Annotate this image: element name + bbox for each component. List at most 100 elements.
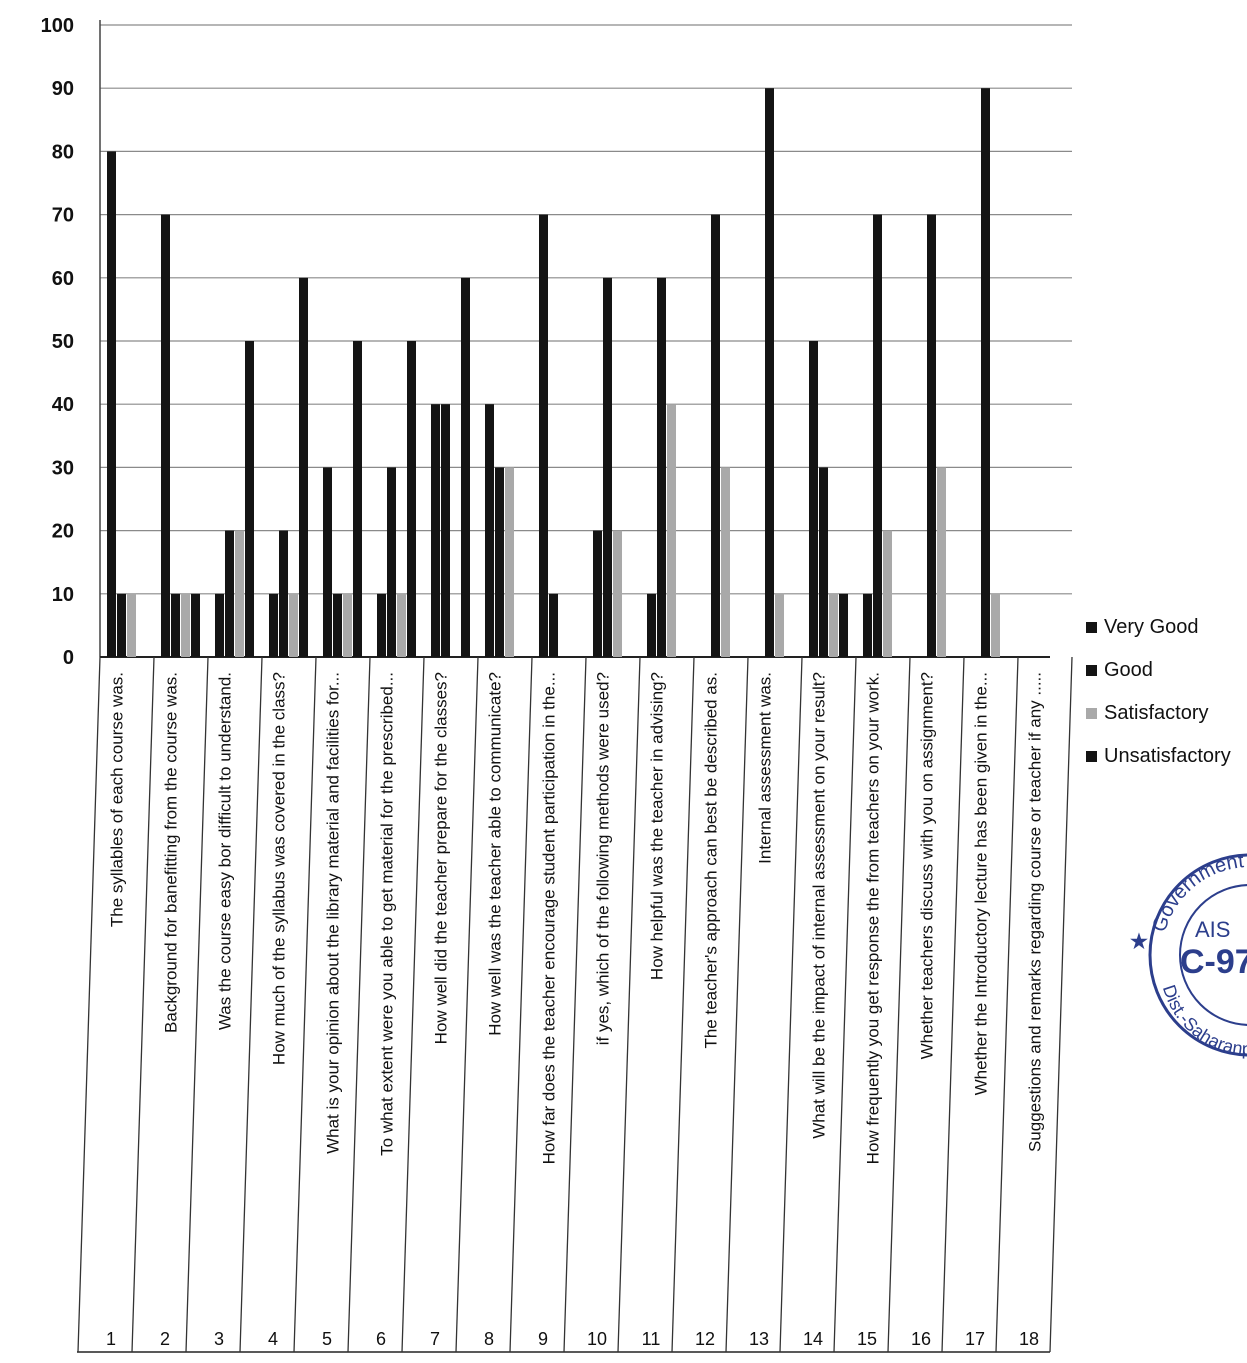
bar-good (657, 277, 666, 657)
legend-swatch-satisfactory (1086, 708, 1097, 719)
table-divider (185, 656, 209, 1353)
bar-very-good (215, 593, 224, 657)
bar-satisfactory (343, 593, 352, 657)
college-stamp: Government C Dist.-Saharanpu ★ AIS C-97 (1130, 850, 1247, 1059)
category-number: 5 (322, 1329, 332, 1349)
stamp-ring-bottom-text: Dist.-Saharanpu (1159, 982, 1247, 1059)
stamp-center-line-1: AIS (1195, 917, 1230, 942)
category-number: 13 (749, 1329, 769, 1349)
table-divider (563, 656, 587, 1353)
bar-very-good (809, 341, 818, 657)
bar-very-good (539, 214, 548, 657)
table-divider (347, 656, 371, 1353)
table-divider (1049, 656, 1073, 1353)
bar-satisfactory (667, 404, 676, 657)
table-divider (131, 656, 155, 1353)
category-number: 8 (484, 1329, 494, 1349)
category-number: 3 (214, 1329, 224, 1349)
stamp-star-icon: ★ (1130, 931, 1148, 953)
bar-satisfactory (937, 467, 946, 657)
gridlines (100, 24, 1072, 595)
table-divider (833, 656, 857, 1353)
bar-very-good (485, 404, 494, 657)
bar-good (819, 467, 828, 657)
stamp-outer-ring (1148, 853, 1247, 1057)
bar-satisfactory (883, 530, 892, 657)
bar-good (441, 404, 450, 657)
bar-satisfactory (829, 593, 838, 657)
category-label: Was the course easy bor difficult to und… (215, 672, 234, 1030)
bar-satisfactory (775, 593, 784, 657)
bar-good (171, 593, 180, 657)
category-number: 6 (376, 1329, 386, 1349)
y-tick-label: 20 (52, 521, 74, 543)
legend-swatch-unsatisfactory (1086, 751, 1097, 762)
category-number: 9 (538, 1329, 548, 1349)
table-divider (887, 656, 911, 1353)
category-label: The teacher's approach can best be descr… (701, 672, 720, 1049)
bar-good (333, 593, 342, 657)
bar-very-good (107, 151, 116, 657)
category-label: What is your opinion about the library m… (323, 672, 342, 1154)
bar-unsatisfactory (299, 277, 308, 657)
table-divider (77, 656, 101, 1353)
bar-unsatisfactory (353, 341, 362, 657)
legend: Very Good Good Satisfactory Unsatisfacto… (1086, 606, 1231, 778)
category-number: 14 (803, 1329, 823, 1349)
legend-item-satisfactory: Satisfactory (1086, 692, 1231, 735)
bar-satisfactory (235, 530, 244, 657)
category-table: The syllables of each course was. 1 Backgr… (77, 656, 1073, 1353)
y-tick-label: 10 (52, 584, 74, 606)
legend-swatch-very-good (1086, 622, 1097, 633)
category-number: 11 (642, 1329, 661, 1349)
bar-satisfactory (127, 593, 136, 657)
y-tick-label: 80 (52, 141, 74, 163)
category-label: Whether teachers discuss with you on ass… (917, 672, 936, 1059)
table-divider (455, 656, 479, 1353)
y-tick-label: 100 (41, 15, 74, 37)
legend-label: Very Good (1104, 616, 1199, 638)
legend-item-good: Good (1086, 649, 1231, 692)
bar-unsatisfactory (839, 593, 848, 657)
table-divider (995, 656, 1019, 1353)
bar-unsatisfactory (245, 341, 254, 657)
category-label: How much of the syllabus was covered in … (269, 672, 288, 1065)
stamp-center-line-2: C-97 (1180, 943, 1247, 981)
table-divider (293, 656, 317, 1353)
y-tick-labels: 0 10 20 30 40 50 60 70 80 90 100 (41, 15, 74, 669)
bar-good (873, 214, 882, 657)
y-tick-label: 40 (52, 394, 74, 416)
y-tick-label: 90 (52, 78, 74, 100)
category-label: How well did the teacher prepare for the… (431, 672, 450, 1044)
category-number: 16 (911, 1329, 931, 1349)
category-label: How well was the teacher able to communi… (485, 672, 504, 1036)
category-number: 7 (430, 1329, 440, 1349)
stamp-inner-ring (1179, 884, 1247, 1026)
bars (107, 88, 1000, 657)
bar-satisfactory (289, 593, 298, 657)
bar-satisfactory (397, 593, 406, 657)
table-divider (509, 656, 533, 1353)
bar-unsatisfactory (191, 593, 200, 657)
category-number: 18 (1019, 1329, 1039, 1349)
table-divider (239, 656, 263, 1353)
table-divider (725, 656, 749, 1353)
bar-good (225, 530, 234, 657)
category-number: 17 (965, 1329, 985, 1349)
y-tick-label: 0 (63, 647, 74, 669)
bar-satisfactory (505, 467, 514, 657)
bar-very-good (269, 593, 278, 657)
legend-label: Satisfactory (1104, 702, 1209, 724)
legend-label: Good (1104, 659, 1153, 681)
bar-satisfactory (721, 467, 730, 657)
category-label: Whether the Introductory lecture has bee… (971, 672, 990, 1095)
legend-label: Unsatisfactory (1104, 745, 1231, 767)
bar-good (927, 214, 936, 657)
category-label: Internal assessment was. (755, 672, 774, 864)
y-tick-label: 70 (52, 205, 74, 227)
bar-satisfactory (181, 593, 190, 657)
legend-swatch-good (1086, 665, 1097, 676)
category-label: How far does the teacher encourage stude… (539, 672, 558, 1164)
y-tick-label: 60 (52, 268, 74, 290)
category-number: 2 (160, 1329, 170, 1349)
